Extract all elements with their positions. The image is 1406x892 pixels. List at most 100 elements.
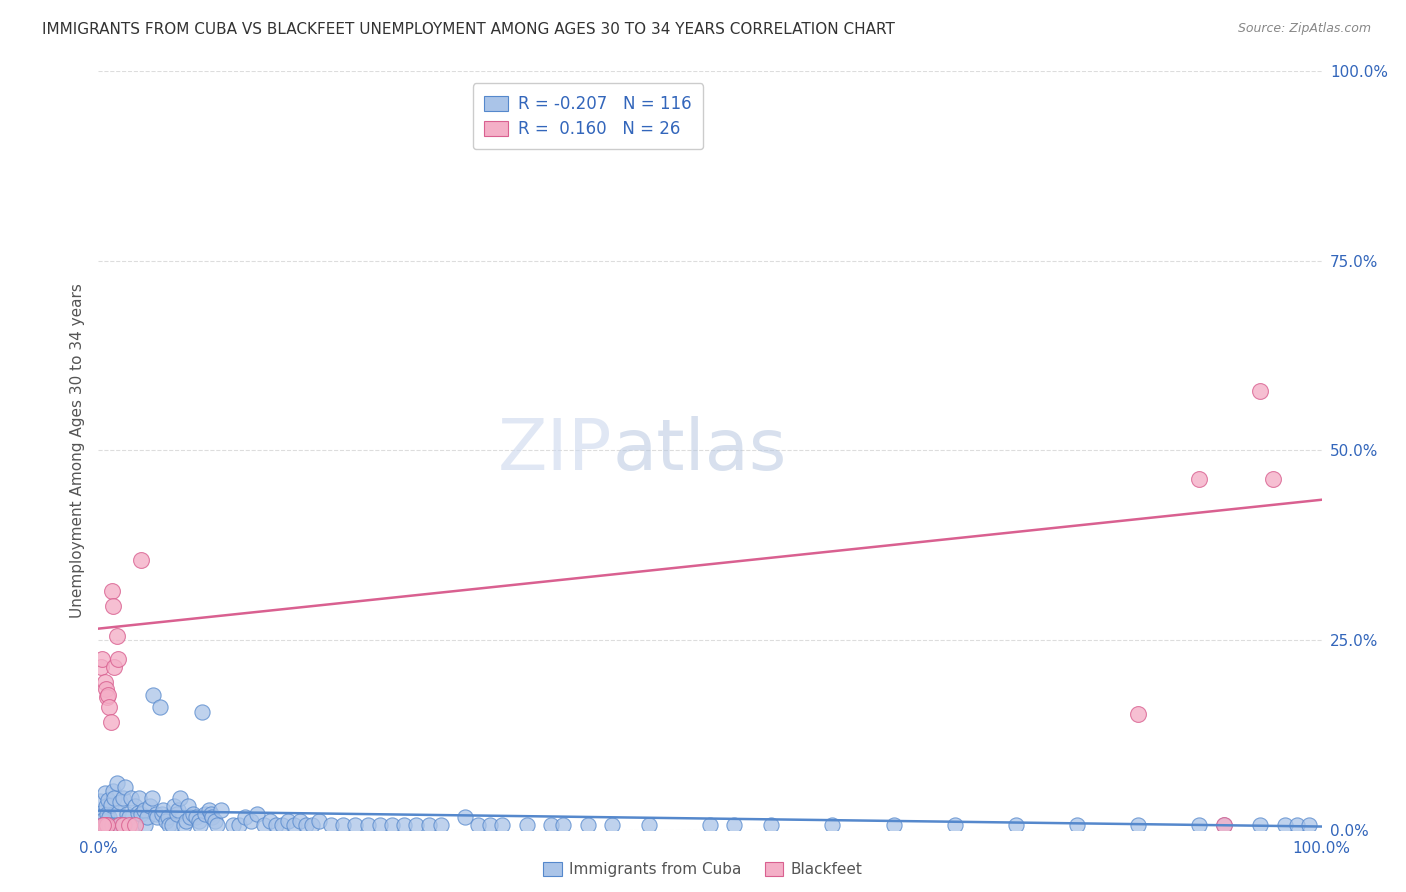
Point bbox=[478, 818, 501, 832]
Point bbox=[120, 791, 142, 805]
Point bbox=[515, 818, 537, 832]
Point bbox=[98, 699, 121, 714]
Point bbox=[97, 793, 120, 807]
Point bbox=[222, 818, 245, 832]
Point bbox=[194, 806, 217, 821]
Point bbox=[246, 806, 269, 821]
Text: ZIP: ZIP bbox=[498, 416, 612, 485]
Point bbox=[129, 806, 152, 821]
Point bbox=[332, 818, 354, 832]
Point bbox=[96, 818, 118, 832]
Point bbox=[141, 791, 163, 805]
Point bbox=[200, 806, 222, 821]
Point bbox=[93, 818, 115, 832]
Point bbox=[110, 795, 132, 809]
Point bbox=[259, 814, 281, 829]
Point bbox=[160, 818, 183, 832]
Y-axis label: Unemployment Among Ages 30 to 34 years: Unemployment Among Ages 30 to 34 years bbox=[69, 283, 84, 618]
Point bbox=[205, 818, 228, 832]
Point bbox=[157, 810, 180, 824]
Point bbox=[129, 553, 152, 567]
Point bbox=[146, 810, 169, 824]
Point bbox=[103, 791, 125, 805]
Point bbox=[1212, 818, 1234, 832]
Point bbox=[699, 818, 721, 832]
Point bbox=[233, 810, 256, 824]
Point bbox=[392, 818, 416, 832]
Point bbox=[157, 818, 180, 832]
Point bbox=[91, 810, 114, 824]
Point bbox=[283, 818, 305, 832]
Point bbox=[142, 688, 165, 702]
Point bbox=[821, 818, 844, 832]
Point bbox=[101, 818, 124, 832]
Point bbox=[111, 818, 134, 832]
Point bbox=[150, 806, 173, 821]
Point bbox=[111, 790, 134, 805]
Point bbox=[179, 810, 201, 824]
Point bbox=[540, 818, 562, 832]
Point bbox=[418, 818, 440, 832]
Point bbox=[128, 791, 150, 805]
Point bbox=[191, 705, 214, 719]
Point bbox=[152, 803, 174, 817]
Point bbox=[107, 805, 129, 820]
Point bbox=[197, 803, 219, 817]
Point bbox=[127, 805, 149, 820]
Point bbox=[136, 810, 159, 824]
Point bbox=[1286, 818, 1309, 832]
Point bbox=[1249, 384, 1271, 399]
Point bbox=[111, 818, 134, 832]
Point bbox=[90, 805, 112, 820]
Point bbox=[368, 818, 391, 832]
Point bbox=[181, 806, 204, 821]
Point bbox=[121, 818, 143, 832]
Text: IMMIGRANTS FROM CUBA VS BLACKFEET UNEMPLOYMENT AMONG AGES 30 TO 34 YEARS CORRELA: IMMIGRANTS FROM CUBA VS BLACKFEET UNEMPL… bbox=[42, 22, 896, 37]
Point bbox=[301, 818, 323, 832]
Point bbox=[107, 652, 129, 666]
Point bbox=[1004, 818, 1026, 832]
Point bbox=[89, 794, 111, 808]
Point bbox=[201, 810, 224, 824]
Point bbox=[1212, 818, 1234, 832]
Point bbox=[96, 806, 118, 821]
Point bbox=[96, 690, 118, 704]
Point bbox=[1298, 818, 1320, 832]
Text: atlas: atlas bbox=[612, 416, 786, 485]
Point bbox=[600, 818, 623, 832]
Legend: Immigrants from Cuba, Blackfeet: Immigrants from Cuba, Blackfeet bbox=[537, 856, 869, 883]
Point bbox=[98, 810, 121, 824]
Point bbox=[114, 780, 136, 794]
Point bbox=[167, 803, 190, 817]
Point bbox=[173, 818, 195, 832]
Point bbox=[93, 674, 115, 689]
Point bbox=[723, 818, 745, 832]
Point bbox=[100, 714, 122, 729]
Point bbox=[467, 818, 489, 832]
Point bbox=[101, 599, 124, 613]
Point bbox=[132, 803, 155, 817]
Point bbox=[188, 818, 211, 832]
Point bbox=[112, 818, 135, 832]
Point bbox=[883, 818, 905, 832]
Point bbox=[1274, 818, 1296, 832]
Point bbox=[91, 818, 114, 832]
Point bbox=[454, 810, 477, 824]
Point bbox=[356, 818, 378, 832]
Point bbox=[228, 818, 250, 832]
Point bbox=[91, 818, 114, 832]
Point bbox=[94, 682, 117, 697]
Point bbox=[308, 814, 330, 829]
Point bbox=[1128, 707, 1150, 722]
Point bbox=[149, 700, 172, 714]
Point bbox=[761, 818, 783, 832]
Point bbox=[252, 818, 274, 832]
Point bbox=[166, 806, 188, 821]
Point bbox=[187, 814, 209, 829]
Point bbox=[103, 659, 125, 673]
Point bbox=[943, 818, 966, 832]
Point bbox=[118, 810, 141, 824]
Point bbox=[1188, 472, 1211, 486]
Point bbox=[295, 818, 318, 832]
Point bbox=[1261, 472, 1284, 486]
